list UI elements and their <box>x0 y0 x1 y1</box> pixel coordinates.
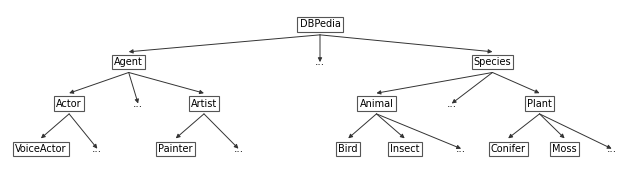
Text: Species: Species <box>474 57 511 67</box>
Text: ...: ... <box>133 98 143 108</box>
Text: Insect: Insect <box>390 144 419 154</box>
Text: DBPedia: DBPedia <box>300 20 340 30</box>
Text: Actor: Actor <box>56 98 82 108</box>
Text: ...: ... <box>607 144 617 154</box>
Text: Plant: Plant <box>527 98 552 108</box>
Text: ...: ... <box>447 98 457 108</box>
Text: Painter: Painter <box>159 144 193 154</box>
Text: Agent: Agent <box>115 57 143 67</box>
Text: ...: ... <box>234 144 244 154</box>
Text: Moss: Moss <box>552 144 577 154</box>
Text: ...: ... <box>456 144 466 154</box>
Text: ...: ... <box>92 144 102 154</box>
Text: Bird: Bird <box>339 144 358 154</box>
Text: Artist: Artist <box>191 98 217 108</box>
Text: Conifer: Conifer <box>491 144 525 154</box>
Text: VoiceActor: VoiceActor <box>15 144 67 154</box>
Text: ...: ... <box>315 57 325 67</box>
Text: Animal: Animal <box>360 98 394 108</box>
